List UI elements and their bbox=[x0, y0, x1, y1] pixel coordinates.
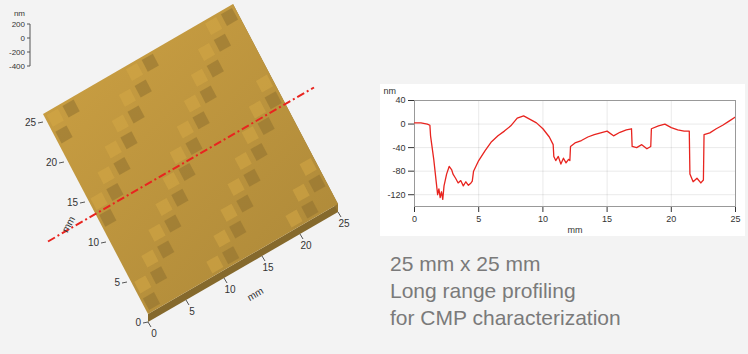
svg-text:25: 25 bbox=[338, 218, 350, 229]
svg-text:200: 200 bbox=[12, 20, 26, 29]
svg-text:mm: mm bbox=[60, 214, 78, 234]
svg-text:nm: nm bbox=[384, 86, 397, 96]
svg-text:10: 10 bbox=[224, 284, 236, 295]
svg-text:10: 10 bbox=[88, 237, 100, 248]
svg-text:0: 0 bbox=[400, 119, 405, 129]
svg-text:mm: mm bbox=[245, 285, 265, 303]
svg-text:20: 20 bbox=[666, 214, 676, 224]
svg-text:15: 15 bbox=[602, 214, 612, 224]
svg-text:15: 15 bbox=[262, 262, 274, 273]
svg-text:-80: -80 bbox=[392, 166, 405, 176]
svg-text:15: 15 bbox=[67, 197, 79, 208]
svg-text:0: 0 bbox=[135, 317, 141, 328]
svg-text:5: 5 bbox=[189, 306, 195, 317]
html-text:25 mm x 25 mm: 25 mm x 25 mm bbox=[390, 252, 541, 275]
svg-text:-120: -120 bbox=[387, 190, 405, 200]
svg-text:nm: nm bbox=[14, 9, 25, 18]
svg-text:-40: -40 bbox=[392, 142, 405, 152]
svg-text:5: 5 bbox=[114, 277, 120, 288]
svg-text:40: 40 bbox=[395, 95, 405, 105]
svg-text:5: 5 bbox=[476, 214, 481, 224]
html-text:Long range profiling: Long range profiling bbox=[390, 279, 576, 302]
svg-text:0: 0 bbox=[151, 328, 157, 339]
svg-text:25: 25 bbox=[730, 214, 740, 224]
svg-text:mm: mm bbox=[568, 225, 583, 235]
html-text:for CMP characterization: for CMP characterization bbox=[390, 306, 621, 329]
svg-text:-200: -200 bbox=[9, 48, 26, 57]
svg-text:0: 0 bbox=[412, 214, 417, 224]
svg-text:25: 25 bbox=[25, 117, 37, 128]
svg-text:-400: -400 bbox=[9, 62, 26, 71]
svg-text:0: 0 bbox=[21, 34, 26, 43]
svg-text:20: 20 bbox=[46, 157, 58, 168]
svg-text:20: 20 bbox=[300, 240, 312, 251]
svg-text:10: 10 bbox=[538, 214, 548, 224]
